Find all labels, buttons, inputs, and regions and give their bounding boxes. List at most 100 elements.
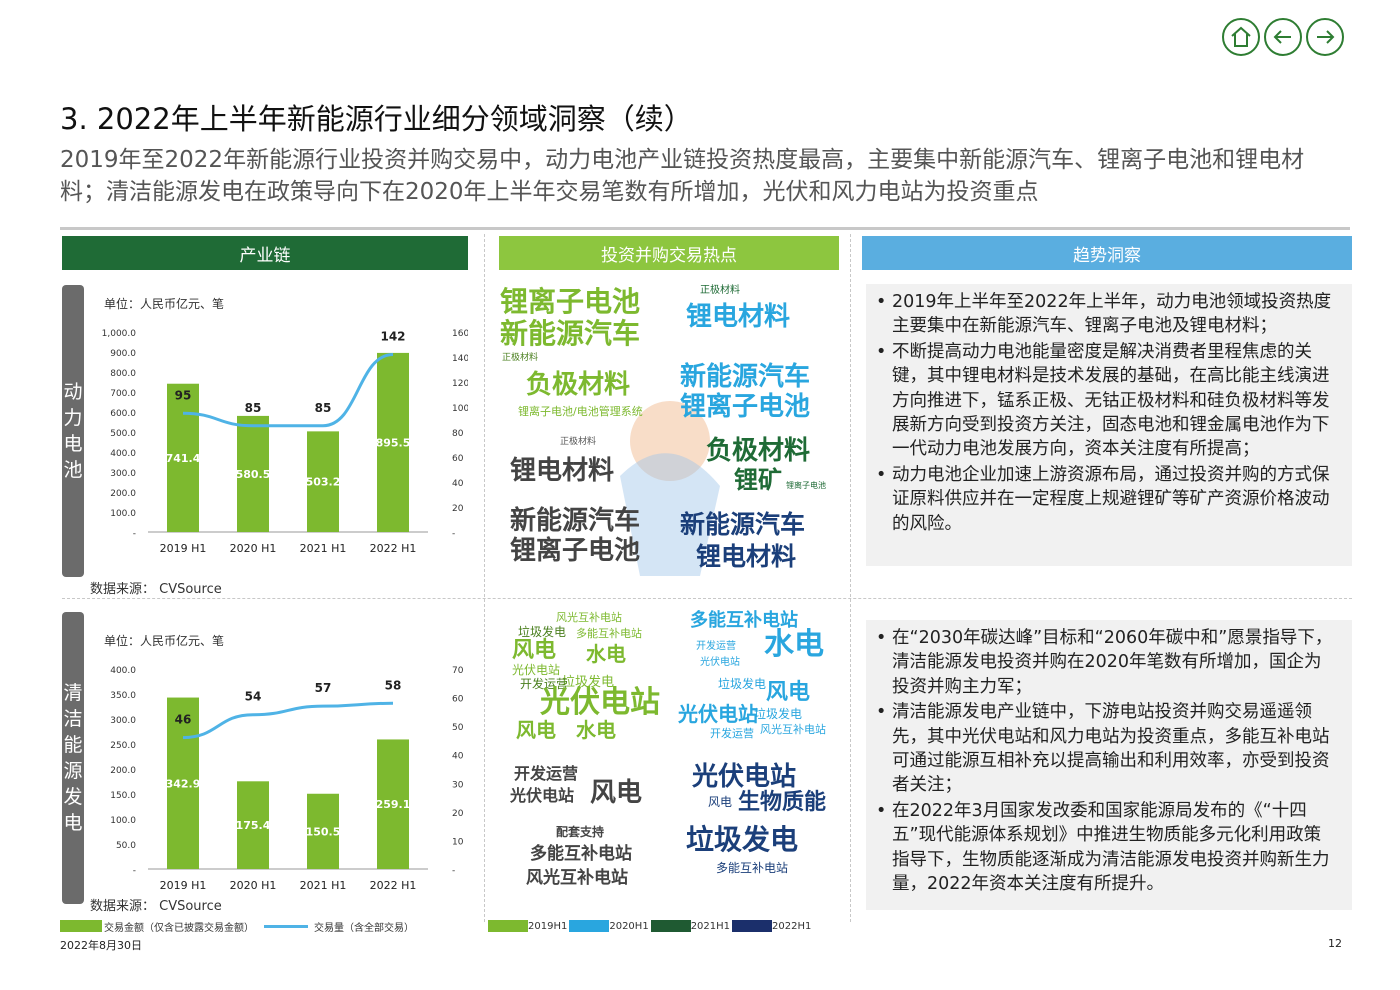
cloud-word: 锂离子电池 bbox=[680, 392, 811, 422]
x-tick-label: 2019 H1 bbox=[160, 879, 207, 892]
x-tick-label: 2021 H1 bbox=[300, 542, 347, 555]
chart-svg: - 50.0 100.0 150.0 200.0 250.0 300.0 350.0 400.0… bbox=[110, 666, 464, 892]
insight-bullet: 动力电池企业加速上游资源布局，通过投资并购的方式保证原料供应并在一定程度上规避锂… bbox=[874, 463, 1336, 536]
cloud-word: 风电 bbox=[708, 795, 733, 809]
y-left-tick: - bbox=[133, 529, 136, 539]
bar bbox=[307, 793, 339, 869]
cloud-word: 配套支持 bbox=[556, 825, 605, 839]
cloud-word: 水电 bbox=[764, 627, 824, 662]
y-left-tick: 150.0 bbox=[110, 791, 136, 801]
cloud-word: 新能源汽车 bbox=[510, 506, 641, 536]
y-left-tick: 600.0 bbox=[110, 409, 136, 419]
year-legend-label: 2022H1 bbox=[772, 920, 812, 932]
cloud-word: 正极材料 bbox=[502, 353, 539, 363]
home-icon[interactable] bbox=[1222, 18, 1260, 56]
battery-insights: 2019年上半年至2022年上半年，动力电池领域投资热度主要集中在新能源汽车、锂… bbox=[866, 284, 1352, 566]
bar bbox=[377, 352, 409, 532]
y-right-tick: 10 bbox=[452, 837, 464, 847]
cloud-word: 光伏电站 bbox=[510, 786, 575, 805]
volume-line bbox=[182, 353, 394, 428]
cloud-word: 开发运营 bbox=[696, 641, 736, 652]
line-value-label: 54 bbox=[245, 690, 262, 704]
cloud-word: 风光互补电站 bbox=[556, 611, 622, 624]
cloud-word: 负极材料 bbox=[706, 436, 811, 466]
legend-bar-swatch bbox=[60, 920, 102, 932]
cloud-word: 光伏电站 bbox=[692, 762, 797, 792]
cloud-word: 垃圾发电 bbox=[754, 707, 803, 721]
y-left-tick: 400.0 bbox=[110, 449, 136, 459]
y-right-tick: 20 bbox=[452, 809, 464, 819]
cloud-word: 锂离子电池/电池管理系统 bbox=[518, 405, 643, 418]
chart-legend: 交易金额（仅含已披露交易金额） 交易量（含全部交易） bbox=[60, 918, 414, 934]
y-right-tick: 120 bbox=[452, 379, 468, 389]
arrow-right-icon[interactable] bbox=[1306, 18, 1344, 56]
line-value-label: 95 bbox=[175, 388, 192, 402]
cloud-word: 垃圾发电 bbox=[518, 625, 567, 639]
legend-line-label: 交易量（含全部交易） bbox=[314, 922, 414, 934]
source-label: 数据来源： CVSource bbox=[90, 582, 222, 597]
cloud-word: 新能源汽车 bbox=[680, 362, 811, 392]
y-left-tick: 400.0 bbox=[110, 666, 136, 676]
page-subtitle: 2019年至2022年新能源行业投资并购交易中，动力电池产业链投资热度最高，主要… bbox=[60, 147, 1305, 205]
y-right-tick: 100 bbox=[452, 404, 468, 414]
y-right-tick: - bbox=[452, 529, 455, 539]
figure-body bbox=[620, 453, 720, 576]
cloud-word: 新能源汽车 bbox=[500, 317, 641, 350]
year-legend: 2019H1 2020H1 2021H1 2022H1 bbox=[488, 918, 813, 934]
cloud-word: 开发运营 bbox=[710, 727, 754, 740]
battery-chart: - 100.0 200.0 300.0 400.0 500.0 600.0 700.0 800.… bbox=[88, 318, 470, 564]
cloud-word: 垃圾发电 bbox=[718, 677, 767, 691]
y-right-tick: 30 bbox=[452, 780, 464, 790]
y-left-tick: 800.0 bbox=[110, 369, 136, 379]
cloud-word: 垃圾发电 bbox=[686, 823, 799, 856]
y-left-tick: 700.0 bbox=[110, 389, 136, 399]
bar bbox=[167, 697, 199, 869]
cloud-word: 垃圾发电 bbox=[562, 675, 615, 690]
unit-label: 单位：人民币亿元、笔 bbox=[104, 297, 225, 311]
source-label: 数据来源： CVSource bbox=[90, 899, 222, 914]
cloud-word: 多能互补电站 bbox=[690, 610, 798, 631]
bar bbox=[307, 431, 339, 532]
year-legend-label: 2020H1 bbox=[609, 920, 649, 932]
cloud-word: 风电 bbox=[766, 680, 811, 705]
bar-value-label: 150.5 bbox=[306, 825, 341, 838]
insight-bullet: 在2022年3月国家发改委和国家能源局发布的《“十四五”现代能源体系规划》中推进… bbox=[874, 799, 1336, 897]
bar bbox=[377, 739, 409, 869]
cloud-word: 光伏电站 bbox=[700, 657, 740, 668]
y-left-tick: 50.0 bbox=[116, 841, 136, 851]
x-tick-label: 2019 H1 bbox=[160, 542, 207, 555]
y-right-tick: 50 bbox=[452, 723, 464, 733]
bar-value-label: 895.5 bbox=[376, 436, 411, 449]
clean-energy-chart: - 50.0 100.0 150.0 200.0 250.0 300.0 350.0 400.0… bbox=[88, 655, 468, 901]
cloud-word: 正极材料 bbox=[700, 285, 740, 296]
bar bbox=[237, 415, 269, 532]
line-value-label: 85 bbox=[315, 401, 332, 415]
cloud-word: 水电 bbox=[576, 718, 616, 742]
x-tick-label: 2020 H1 bbox=[230, 542, 277, 555]
cloud-word: 光伏电站 bbox=[678, 702, 758, 726]
year-legend-label: 2019H1 bbox=[528, 920, 568, 932]
cloud-word: 多能互补电站 bbox=[716, 861, 789, 875]
y-left-tick: 100.0 bbox=[110, 816, 136, 826]
clean-energy-insights: 在“2030年碳达峰”目标和“2060年碳中和”愿景指导下，清洁能源发电投资并购… bbox=[866, 620, 1352, 910]
insight-bullet: 2019年上半年至2022年上半年，动力电池领域投资热度主要集中在新能源汽车、锂… bbox=[874, 290, 1336, 339]
y-right-tick: 80 bbox=[452, 429, 464, 439]
y-right-tick: 70 bbox=[452, 666, 464, 676]
year-legend-swatch bbox=[569, 920, 610, 932]
cloud-word: 正极材料 bbox=[560, 437, 597, 447]
volume-line bbox=[182, 701, 394, 740]
column-divider bbox=[850, 234, 851, 922]
y-right-tick: 20 bbox=[452, 504, 464, 514]
x-tick-label: 2022 H1 bbox=[370, 542, 417, 555]
cloud-word: 锂矿 bbox=[734, 466, 782, 494]
year-legend-swatch bbox=[488, 920, 528, 932]
cloud-word: 锂电材料 bbox=[696, 542, 797, 571]
legend-line-swatch bbox=[264, 924, 308, 928]
y-right-tick: 140 bbox=[452, 354, 468, 364]
y-left-tick: 1,000.0 bbox=[102, 329, 137, 339]
cloud-word: 光伏电站 bbox=[512, 663, 561, 677]
arrow-left-icon[interactable] bbox=[1264, 18, 1302, 56]
side-label-clean-energy: 清洁能源发电 bbox=[62, 612, 84, 904]
bar bbox=[237, 781, 269, 869]
cloud-word: 新能源汽车 bbox=[680, 510, 806, 539]
